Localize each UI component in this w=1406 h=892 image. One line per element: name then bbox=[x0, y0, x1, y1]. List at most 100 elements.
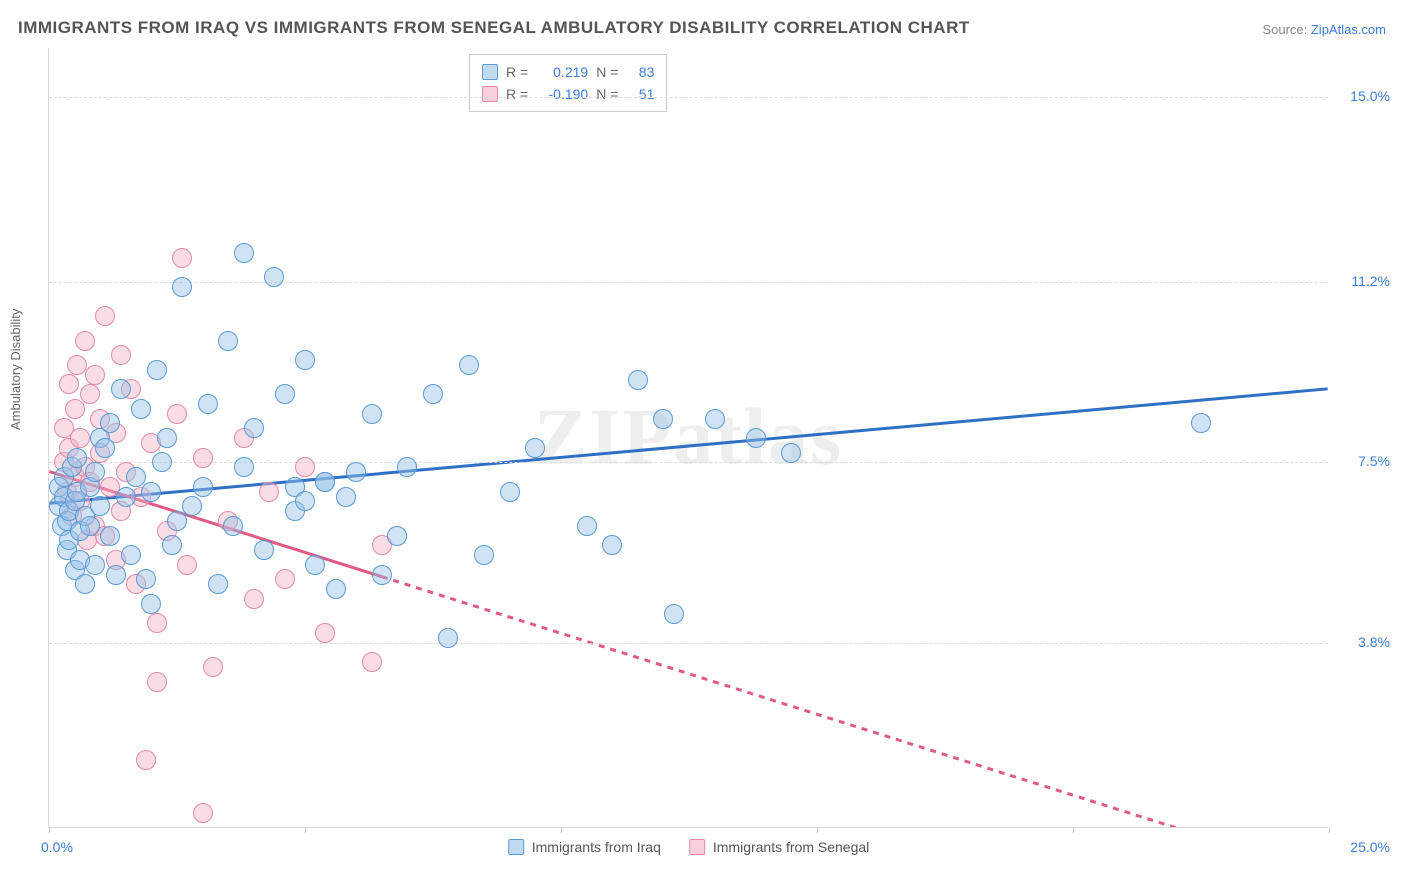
data-point bbox=[80, 516, 100, 536]
stats-row-series1: R = 0.219 N = 83 bbox=[482, 61, 654, 83]
data-point bbox=[781, 443, 801, 463]
swatch-series2 bbox=[689, 839, 705, 855]
data-point bbox=[167, 404, 187, 424]
data-point bbox=[459, 355, 479, 375]
x-tick bbox=[817, 827, 818, 833]
data-point bbox=[362, 404, 382, 424]
stats-r-value-1: 0.219 bbox=[536, 64, 588, 80]
data-point bbox=[121, 545, 141, 565]
y-axis-label: Ambulatory Disability bbox=[8, 309, 23, 430]
data-point bbox=[362, 652, 382, 672]
data-point bbox=[387, 526, 407, 546]
data-point bbox=[705, 409, 725, 429]
data-point bbox=[218, 331, 238, 351]
gridline bbox=[49, 643, 1328, 644]
data-point bbox=[131, 399, 151, 419]
data-point bbox=[172, 248, 192, 268]
data-point bbox=[244, 418, 264, 438]
x-axis-max-label: 25.0% bbox=[1335, 839, 1390, 855]
stats-r-label: R = bbox=[506, 64, 528, 80]
legend-label-1: Immigrants from Iraq bbox=[532, 839, 661, 855]
stats-legend-box: R = 0.219 N = 83 R = -0.190 N = 51 bbox=[469, 54, 667, 112]
data-point bbox=[152, 452, 172, 472]
data-point bbox=[438, 628, 458, 648]
data-point bbox=[628, 370, 648, 390]
x-tick bbox=[1073, 827, 1074, 833]
data-point bbox=[193, 477, 213, 497]
data-point bbox=[111, 379, 131, 399]
data-point bbox=[75, 331, 95, 351]
data-point bbox=[577, 516, 597, 536]
data-point bbox=[193, 803, 213, 823]
data-point bbox=[746, 428, 766, 448]
data-point bbox=[85, 365, 105, 385]
data-point bbox=[90, 496, 110, 516]
data-point bbox=[100, 413, 120, 433]
data-point bbox=[244, 589, 264, 609]
data-point bbox=[59, 374, 79, 394]
stats-n-label: N = bbox=[596, 64, 618, 80]
data-point bbox=[223, 516, 243, 536]
data-point bbox=[259, 482, 279, 502]
data-point bbox=[315, 623, 335, 643]
data-point bbox=[1191, 413, 1211, 433]
y-tick-label: 3.8% bbox=[1335, 634, 1390, 650]
swatch-series1 bbox=[482, 64, 498, 80]
data-point bbox=[336, 487, 356, 507]
data-point bbox=[198, 394, 218, 414]
data-point bbox=[65, 399, 85, 419]
data-point bbox=[80, 384, 100, 404]
bottom-legend: Immigrants from Iraq Immigrants from Sen… bbox=[508, 839, 870, 855]
data-point bbox=[264, 267, 284, 287]
data-point bbox=[203, 657, 223, 677]
data-point bbox=[525, 438, 545, 458]
source-prefix: Source: bbox=[1262, 22, 1310, 37]
plot-area: ZIPatlas R = 0.219 N = 83 R = -0.190 N =… bbox=[48, 48, 1328, 828]
data-point bbox=[182, 496, 202, 516]
data-point bbox=[177, 555, 197, 575]
stats-row-series2: R = -0.190 N = 51 bbox=[482, 83, 654, 105]
chart-title: IMMIGRANTS FROM IRAQ VS IMMIGRANTS FROM … bbox=[18, 18, 970, 38]
x-tick bbox=[305, 827, 306, 833]
data-point bbox=[85, 555, 105, 575]
data-point bbox=[67, 355, 87, 375]
data-point bbox=[234, 457, 254, 477]
legend-item-2: Immigrants from Senegal bbox=[689, 839, 869, 855]
source-link[interactable]: ZipAtlas.com bbox=[1311, 22, 1386, 37]
data-point bbox=[208, 574, 228, 594]
stats-n-label: N = bbox=[596, 86, 618, 102]
data-point bbox=[141, 594, 161, 614]
x-tick bbox=[49, 827, 50, 833]
data-point bbox=[295, 457, 315, 477]
data-point bbox=[397, 457, 417, 477]
data-point bbox=[295, 491, 315, 511]
x-tick bbox=[561, 827, 562, 833]
stats-r-label: R = bbox=[506, 86, 528, 102]
data-point bbox=[664, 604, 684, 624]
data-point bbox=[254, 540, 274, 560]
data-point bbox=[147, 360, 167, 380]
data-point bbox=[500, 482, 520, 502]
watermark: ZIPatlas bbox=[534, 392, 843, 483]
data-point bbox=[275, 384, 295, 404]
data-point bbox=[653, 409, 673, 429]
data-point bbox=[70, 428, 90, 448]
data-point bbox=[67, 448, 87, 468]
swatch-series2 bbox=[482, 86, 498, 102]
data-point bbox=[474, 545, 494, 565]
legend-item-1: Immigrants from Iraq bbox=[508, 839, 661, 855]
data-point bbox=[275, 569, 295, 589]
data-point bbox=[111, 345, 131, 365]
data-point bbox=[602, 535, 622, 555]
y-tick-label: 11.2% bbox=[1335, 273, 1390, 289]
data-point bbox=[167, 511, 187, 531]
data-point bbox=[85, 462, 105, 482]
data-point bbox=[141, 482, 161, 502]
data-point bbox=[95, 438, 115, 458]
data-point bbox=[157, 428, 177, 448]
data-point bbox=[116, 487, 136, 507]
swatch-series1 bbox=[508, 839, 524, 855]
stats-n-value-1: 83 bbox=[626, 64, 654, 80]
data-point bbox=[95, 306, 115, 326]
data-point bbox=[106, 565, 126, 585]
